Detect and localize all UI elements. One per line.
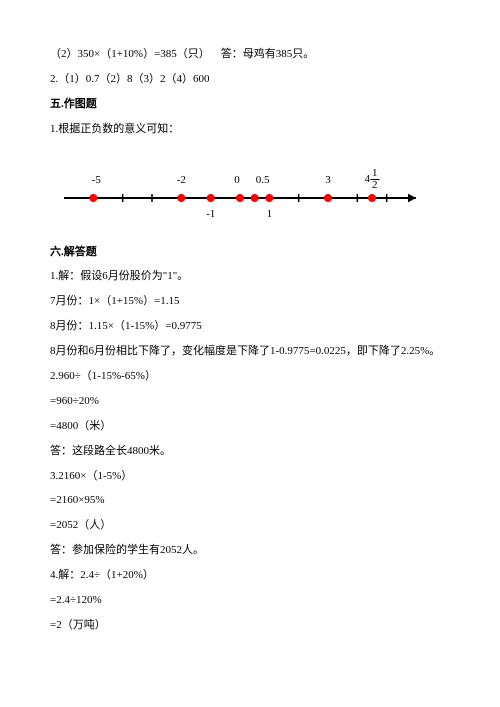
text-line: 8月份：1.15×（1-15%）=0.9775 xyxy=(50,316,450,337)
text-line: 1.解：假设6月份股价为"1"。 xyxy=(50,266,450,287)
number-line-label: -2 xyxy=(177,170,186,191)
text-line: =2160×95% xyxy=(50,490,450,511)
number-line-label: 1 xyxy=(267,204,273,225)
number-line-label: -1 xyxy=(206,204,215,225)
text-line: 2.（1）0.7（2）8（3）2（4）600 xyxy=(50,69,450,90)
number-line-label: -5 xyxy=(92,170,101,191)
text-line: 2.960÷（1-15%-65%） xyxy=(50,366,450,387)
number-line-figure: -5 -2 -1 0 0.5 1 3 412 xyxy=(50,158,450,228)
text-line: 4.解：2.4÷（1+20%） xyxy=(50,565,450,586)
text-line: （2）350×（1+10%）=385（只） 答：母鸡有385只。 xyxy=(50,44,450,65)
section-heading: 六.解答题 xyxy=(50,242,450,263)
text-line: =2.4÷120% xyxy=(50,590,450,611)
number-line-label: 3 xyxy=(325,170,331,191)
text-line: 1.根据正负数的意义可知： xyxy=(50,119,450,140)
text-line: =2052（人） xyxy=(50,515,450,536)
section-heading: 五.作图题 xyxy=(50,94,450,115)
text-line: 3.2160×（1-5%） xyxy=(50,466,450,487)
number-line-label: 0 xyxy=(234,170,240,191)
text-line: =960÷20% xyxy=(50,391,450,412)
text-line: 答：参加保险的学生有2052人。 xyxy=(50,540,450,561)
number-line-label: 412 xyxy=(365,168,380,191)
text-line: 8月份和6月份相比下降了，变化幅度是下降了1-0.9775=0.0225，即下降… xyxy=(50,341,450,362)
text-line: 答：这段路全长4800米。 xyxy=(50,441,450,462)
text-line: 7月份：1×（1+15%）=1.15 xyxy=(50,291,450,312)
text-line: =4800（米） xyxy=(50,416,450,437)
number-line-label: 0.5 xyxy=(256,170,270,191)
text-line: =2（万吨） xyxy=(50,615,450,636)
